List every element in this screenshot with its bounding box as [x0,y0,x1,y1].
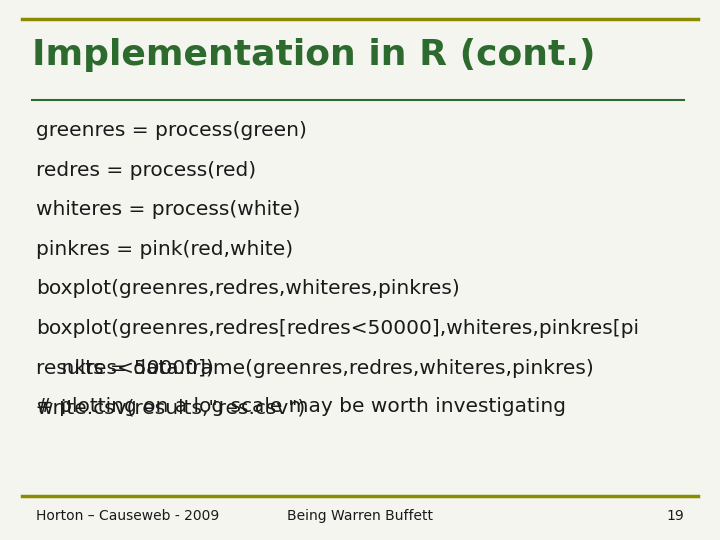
Text: pinkres = pink(red,white): pinkres = pink(red,white) [36,240,293,259]
Text: # plotting on a log scale may be worth investigating: # plotting on a log scale may be worth i… [36,397,566,416]
Text: whiteres = process(white): whiteres = process(white) [36,200,300,219]
Text: nkres<50000]): nkres<50000]) [36,358,214,377]
Text: redres = process(red): redres = process(red) [36,161,256,180]
Text: Implementation in R (cont.): Implementation in R (cont.) [32,38,596,72]
Text: boxplot(greenres,redres[redres<50000],whiteres,pinkres[pi: boxplot(greenres,redres[redres<50000],wh… [36,319,639,338]
Text: 19: 19 [666,509,684,523]
Text: greenres = process(green): greenres = process(green) [36,122,307,140]
Text: Being Warren Buffett: Being Warren Buffett [287,509,433,523]
Text: boxplot(greenres,redres,whiteres,pinkres): boxplot(greenres,redres,whiteres,pinkres… [36,279,460,298]
Text: write.csv(results,"res.csv"): write.csv(results,"res.csv") [36,399,305,417]
Text: results = data.frame(greenres,redres,whiteres,pinkres): results = data.frame(greenres,redres,whi… [36,359,594,378]
Text: Horton – Causeweb - 2009: Horton – Causeweb - 2009 [36,509,220,523]
